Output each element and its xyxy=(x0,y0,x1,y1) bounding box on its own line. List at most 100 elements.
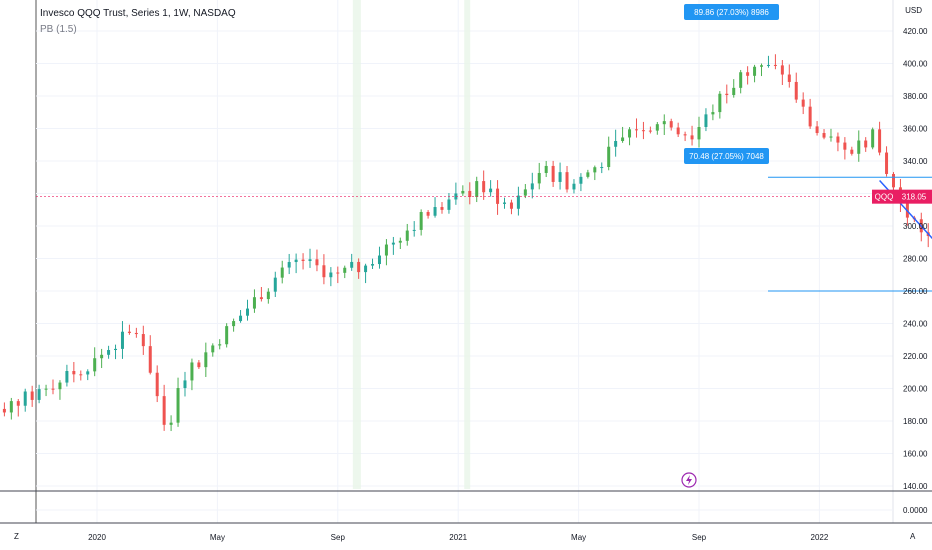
candle-body xyxy=(364,265,368,273)
candle-body xyxy=(16,401,20,406)
lightning-icon xyxy=(681,472,697,488)
candle-body xyxy=(600,167,604,169)
candle-body xyxy=(100,354,104,359)
x-tick-label: Sep xyxy=(331,533,346,542)
candle-body xyxy=(357,261,361,273)
tag-text: 70.48 (27.05%) 7048 xyxy=(689,152,764,161)
candle-body xyxy=(433,207,437,216)
candle-body xyxy=(773,64,777,66)
candle-body xyxy=(558,172,562,182)
zoom-icon[interactable]: Z xyxy=(14,532,19,541)
x-tick-label: May xyxy=(210,533,225,542)
candle-body xyxy=(343,267,347,273)
candle-body xyxy=(107,350,111,355)
candle-body xyxy=(155,372,159,397)
candle-body xyxy=(683,134,687,136)
candle-body xyxy=(669,121,673,128)
candle-body xyxy=(30,391,34,400)
candle-body xyxy=(551,165,555,182)
candle-body xyxy=(169,422,173,425)
candle-body xyxy=(204,352,208,368)
candle-body xyxy=(523,189,527,196)
candle-body xyxy=(86,371,90,375)
pattern-drawings xyxy=(36,176,932,292)
candle-body xyxy=(405,230,409,241)
candle-body xyxy=(704,114,708,128)
symbol-tag-text: QQQ xyxy=(875,193,894,202)
auto-scale-button[interactable]: A xyxy=(910,532,916,541)
candle-body xyxy=(9,401,13,413)
candle-body xyxy=(489,188,493,193)
candle-body xyxy=(891,173,895,188)
indicator-label: PB (1.5) xyxy=(40,24,77,35)
candle-body xyxy=(377,255,381,265)
price-axis: 420.00400.00380.00360.00340.00320.00300.… xyxy=(903,27,928,515)
candle-body xyxy=(857,140,861,154)
candle-body xyxy=(780,65,784,75)
candle-body xyxy=(301,259,305,261)
candle-body xyxy=(516,195,520,209)
candle-body xyxy=(565,172,569,190)
y-tick-label: 280.00 xyxy=(903,255,928,264)
y-tick-label: 220.00 xyxy=(903,352,928,361)
y-tick-label: 400.00 xyxy=(903,60,928,69)
candle-body xyxy=(822,133,826,138)
candle-body xyxy=(655,124,659,131)
candle-body xyxy=(37,389,41,400)
target-high-tag: 89.86 (27.03%) 8986 xyxy=(684,4,779,20)
candle-body xyxy=(58,382,62,390)
candle-body xyxy=(44,388,48,390)
candle-body xyxy=(496,188,500,204)
candle-body xyxy=(329,272,333,278)
y-tick-label: 420.00 xyxy=(903,27,928,36)
candle-body xyxy=(864,140,868,148)
candle-body xyxy=(815,126,819,134)
candle-body xyxy=(572,183,576,190)
candle-body xyxy=(586,172,590,177)
candle-body xyxy=(801,99,805,107)
candle-body xyxy=(787,74,791,82)
tag-background xyxy=(684,4,779,20)
candle-body xyxy=(232,321,236,327)
candle-body xyxy=(447,199,451,210)
session-shading xyxy=(352,0,471,489)
price-tag-text: 318.05 xyxy=(902,193,927,202)
candle-body xyxy=(391,242,395,245)
candle-body xyxy=(322,265,326,278)
candle-body xyxy=(294,259,298,263)
candle-body xyxy=(398,240,402,243)
candle-body xyxy=(65,371,69,383)
x-tick-label: 2022 xyxy=(811,533,829,542)
candle-body xyxy=(93,358,97,372)
candle-body xyxy=(711,112,715,115)
candle-body xyxy=(878,129,882,153)
candle-body xyxy=(482,181,486,193)
candle-body xyxy=(503,202,507,204)
candle-body xyxy=(350,261,354,268)
candle-body xyxy=(628,129,632,138)
candle-body xyxy=(127,331,131,333)
candle-body xyxy=(426,212,430,216)
candle-body xyxy=(614,141,618,147)
candle-body xyxy=(537,172,541,184)
v-pattern-line xyxy=(879,179,932,240)
candle-body xyxy=(419,212,423,230)
candle-body xyxy=(72,371,76,375)
candle-body xyxy=(808,106,812,127)
candle-body xyxy=(51,388,55,390)
x-tick-label: 2020 xyxy=(88,533,106,542)
candle-body xyxy=(79,374,83,376)
candle-body xyxy=(259,297,263,300)
currency-label: USD xyxy=(905,6,922,15)
candle-body xyxy=(225,326,229,345)
candle-body xyxy=(753,66,757,76)
candle-body xyxy=(461,190,465,194)
price-tag-bg xyxy=(896,189,932,204)
candle-body xyxy=(336,272,340,274)
candle-body xyxy=(475,181,479,197)
y-tick-label: 180.00 xyxy=(903,417,928,426)
candle-body xyxy=(836,136,840,143)
candle-body xyxy=(454,193,458,200)
y-tick-label: 260.00 xyxy=(903,287,928,296)
